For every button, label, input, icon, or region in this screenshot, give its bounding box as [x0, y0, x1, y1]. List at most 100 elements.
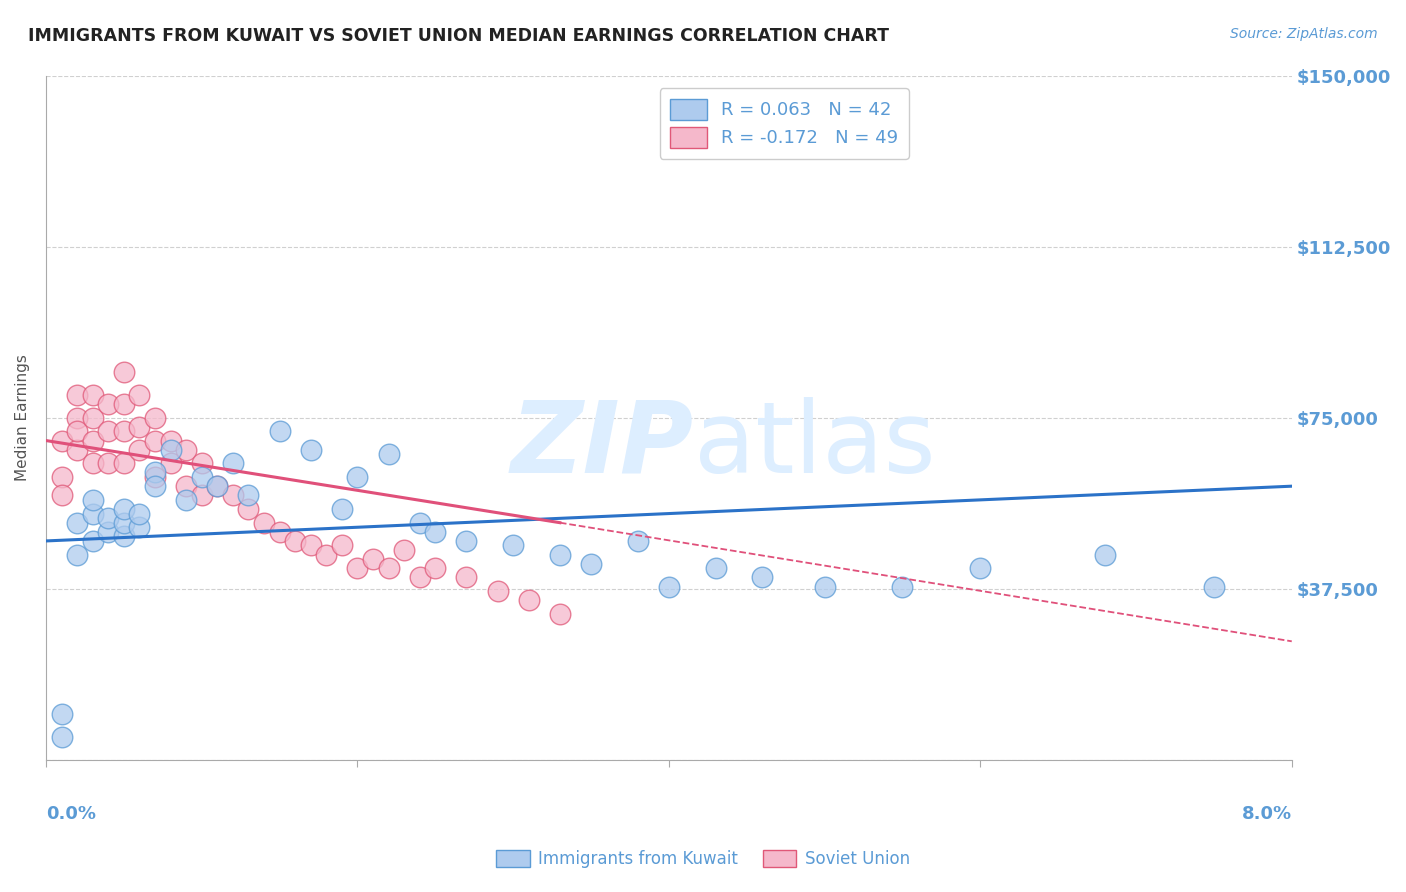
Point — [502, 539, 524, 553]
Point — [174, 442, 197, 457]
Point — [190, 488, 212, 502]
Point — [82, 492, 104, 507]
Point — [97, 511, 120, 525]
Point — [346, 561, 368, 575]
Text: 8.0%: 8.0% — [1241, 805, 1292, 823]
Point — [128, 388, 150, 402]
Point — [112, 516, 135, 530]
Point — [82, 434, 104, 448]
Point — [330, 539, 353, 553]
Point — [299, 539, 322, 553]
Point — [66, 548, 89, 562]
Point — [82, 507, 104, 521]
Legend: R = 0.063   N = 42, R = -0.172   N = 49: R = 0.063 N = 42, R = -0.172 N = 49 — [659, 88, 910, 159]
Point — [627, 533, 650, 548]
Point — [284, 533, 307, 548]
Point — [112, 425, 135, 439]
Point — [377, 561, 399, 575]
Point — [486, 584, 509, 599]
Point — [238, 488, 260, 502]
Point — [82, 388, 104, 402]
Point — [751, 570, 773, 584]
Point — [425, 524, 447, 539]
Point — [97, 425, 120, 439]
Point — [190, 470, 212, 484]
Point — [222, 488, 245, 502]
Point — [174, 492, 197, 507]
Point — [238, 502, 260, 516]
Point — [112, 502, 135, 516]
Point — [253, 516, 276, 530]
Point — [517, 593, 540, 607]
Point — [82, 533, 104, 548]
Text: IMMIGRANTS FROM KUWAIT VS SOVIET UNION MEDIAN EARNINGS CORRELATION CHART: IMMIGRANTS FROM KUWAIT VS SOVIET UNION M… — [28, 27, 889, 45]
Point — [425, 561, 447, 575]
Point — [207, 479, 229, 493]
Point — [143, 466, 166, 480]
Point — [658, 580, 681, 594]
Point — [269, 425, 291, 439]
Point — [51, 730, 73, 744]
Point — [330, 502, 353, 516]
Point — [97, 524, 120, 539]
Point — [1094, 548, 1116, 562]
Point — [207, 479, 229, 493]
Point — [222, 456, 245, 470]
Point — [159, 442, 181, 457]
Point — [143, 434, 166, 448]
Point — [579, 557, 602, 571]
Legend: Immigrants from Kuwait, Soviet Union: Immigrants from Kuwait, Soviet Union — [489, 843, 917, 875]
Point — [143, 470, 166, 484]
Point — [143, 410, 166, 425]
Point — [190, 456, 212, 470]
Point — [51, 434, 73, 448]
Point — [128, 507, 150, 521]
Text: Source: ZipAtlas.com: Source: ZipAtlas.com — [1230, 27, 1378, 41]
Point — [66, 425, 89, 439]
Point — [97, 456, 120, 470]
Point — [1202, 580, 1225, 594]
Point — [51, 470, 73, 484]
Point — [548, 548, 571, 562]
Point — [891, 580, 914, 594]
Point — [456, 533, 478, 548]
Point — [112, 365, 135, 379]
Point — [97, 397, 120, 411]
Point — [315, 548, 337, 562]
Point — [112, 397, 135, 411]
Point — [299, 442, 322, 457]
Point — [704, 561, 727, 575]
Point — [82, 456, 104, 470]
Point — [159, 456, 181, 470]
Y-axis label: Median Earnings: Median Earnings — [15, 354, 30, 481]
Point — [361, 552, 384, 566]
Point — [409, 516, 432, 530]
Point — [128, 520, 150, 534]
Point — [969, 561, 991, 575]
Point — [51, 488, 73, 502]
Point — [66, 410, 89, 425]
Point — [128, 420, 150, 434]
Point — [813, 580, 835, 594]
Point — [409, 570, 432, 584]
Point — [346, 470, 368, 484]
Point — [456, 570, 478, 584]
Point — [82, 410, 104, 425]
Point — [174, 479, 197, 493]
Point — [112, 456, 135, 470]
Point — [128, 442, 150, 457]
Point — [392, 543, 415, 558]
Point — [377, 447, 399, 461]
Text: ZIP: ZIP — [510, 397, 693, 493]
Text: 0.0%: 0.0% — [46, 805, 96, 823]
Point — [548, 607, 571, 621]
Point — [159, 434, 181, 448]
Point — [66, 388, 89, 402]
Text: atlas: atlas — [693, 397, 935, 493]
Point — [112, 529, 135, 543]
Point — [143, 479, 166, 493]
Point — [269, 524, 291, 539]
Point — [66, 516, 89, 530]
Point — [51, 707, 73, 722]
Point — [66, 442, 89, 457]
